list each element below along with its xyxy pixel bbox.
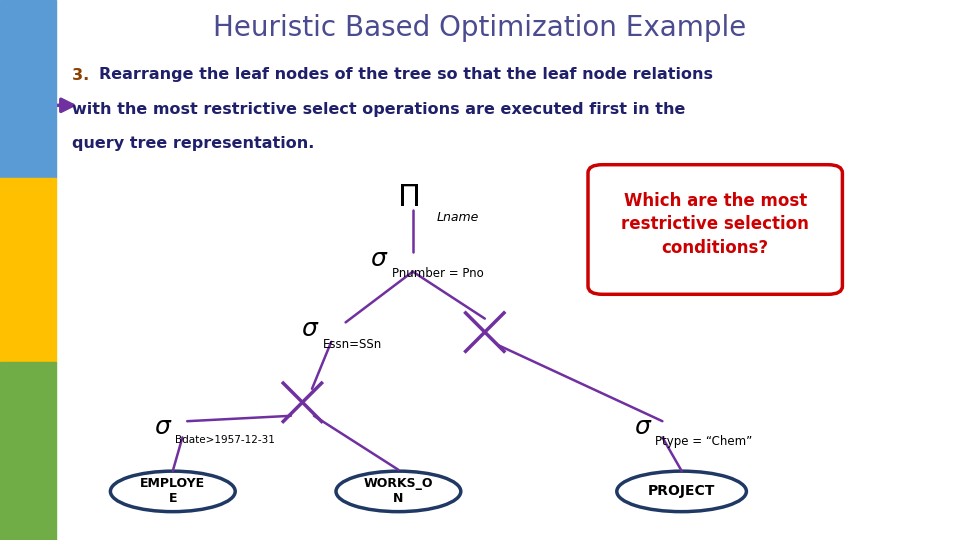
Text: Heuristic Based Optimization Example: Heuristic Based Optimization Example: [213, 14, 747, 42]
Text: Lname: Lname: [437, 211, 479, 224]
Text: $\sigma$: $\sigma$: [301, 318, 320, 341]
Text: Bdate>1957-12-31: Bdate>1957-12-31: [175, 435, 275, 445]
Text: PROJECT: PROJECT: [648, 484, 715, 498]
Text: $\sigma$: $\sigma$: [155, 415, 173, 438]
Text: 3.: 3.: [72, 68, 95, 83]
Text: EMPLOYE
E: EMPLOYE E: [140, 477, 205, 505]
Text: $\Pi$: $\Pi$: [397, 183, 419, 212]
Text: Pnumber = Pno: Pnumber = Pno: [392, 267, 484, 280]
Text: query tree representation.: query tree representation.: [72, 136, 314, 151]
Text: Which are the most
restrictive selection
conditions?: Which are the most restrictive selection…: [621, 192, 809, 256]
Text: with the most restrictive select operations are executed first in the: with the most restrictive select operati…: [72, 102, 685, 117]
Text: $\sigma$: $\sigma$: [371, 247, 389, 271]
Text: WORKS_O
N: WORKS_O N: [364, 477, 433, 505]
Text: Essn=SSn: Essn=SSn: [323, 338, 382, 350]
Text: Ptype = “Chem”: Ptype = “Chem”: [655, 435, 752, 448]
Text: Rearrange the leaf nodes of the tree so that the leaf node relations: Rearrange the leaf nodes of the tree so …: [99, 68, 713, 83]
FancyBboxPatch shape: [588, 165, 843, 294]
Text: $\sigma$: $\sigma$: [635, 415, 653, 438]
